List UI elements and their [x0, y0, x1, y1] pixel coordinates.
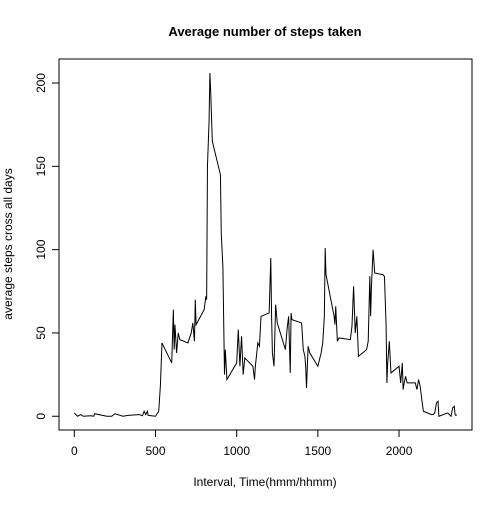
x-tick-label: 1000 [223, 444, 250, 458]
x-tick-label: 2000 [386, 444, 413, 458]
x-tick-label: 1500 [305, 444, 332, 458]
y-tick-label: 150 [34, 156, 48, 176]
y-tick-label: 100 [34, 239, 48, 259]
x-tick-label: 0 [71, 444, 78, 458]
y-tick-label: 200 [34, 73, 48, 93]
y-tick-label: 50 [34, 326, 48, 340]
data-line [73, 73, 458, 418]
y-tick-label: 0 [34, 413, 48, 420]
x-axis-label: Interval, Time(hmm/hhmm) [193, 475, 336, 489]
y-axis-label: average steps cross all days [1, 168, 15, 319]
x-tick-label: 500 [145, 444, 165, 458]
chart-title: Average number of steps taken [168, 24, 361, 39]
